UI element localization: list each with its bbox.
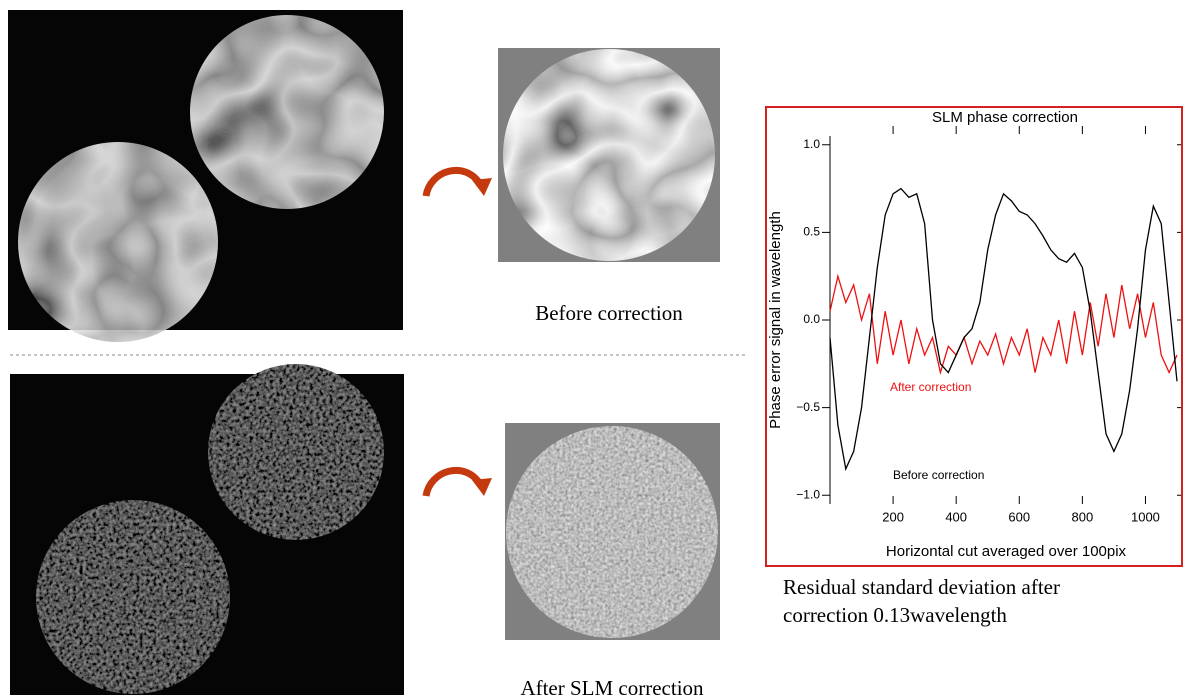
- y-tick-label: −0.5: [796, 400, 820, 414]
- caption: Before correction: [535, 301, 683, 325]
- page: Before correction After SLM correction R…: [0, 0, 1189, 700]
- x-tick-label: 1000: [1131, 509, 1160, 524]
- interferogram-before-corrected: [498, 48, 720, 262]
- x-tick-label: 200: [882, 509, 904, 524]
- caption: correction 0.13wavelength: [783, 603, 1007, 627]
- y-tick-label: 1.0: [803, 137, 820, 151]
- y-tick-label: −1.0: [796, 487, 820, 501]
- arrow: [426, 470, 492, 496]
- data-line: [830, 276, 1177, 372]
- interferogram-after-corrected: [505, 423, 720, 640]
- x-tick-label: 800: [1072, 509, 1094, 524]
- x-axis-label: Horizontal cut averaged over 100pix: [886, 543, 1127, 560]
- caption: Residual standard deviation after: [783, 575, 1060, 599]
- caption: After SLM correction: [520, 676, 704, 700]
- interferogram-before-raw: [8, 10, 403, 342]
- y-axis-label: Phase error signal in wavelength: [767, 211, 784, 429]
- x-tick-label: 400: [945, 509, 967, 524]
- y-tick-label: 0.0: [803, 312, 820, 326]
- series-label: After correction: [890, 380, 971, 394]
- y-tick-label: 0.5: [803, 225, 820, 239]
- chart-frame: [766, 107, 1182, 566]
- chart-title: SLM phase correction: [932, 109, 1078, 126]
- figure: Before correction After SLM correction R…: [0, 0, 1189, 700]
- interferogram-after-raw: [10, 364, 404, 695]
- arrow: [426, 170, 492, 196]
- series-label: Before correction: [893, 468, 984, 482]
- x-tick-label: 600: [1008, 509, 1030, 524]
